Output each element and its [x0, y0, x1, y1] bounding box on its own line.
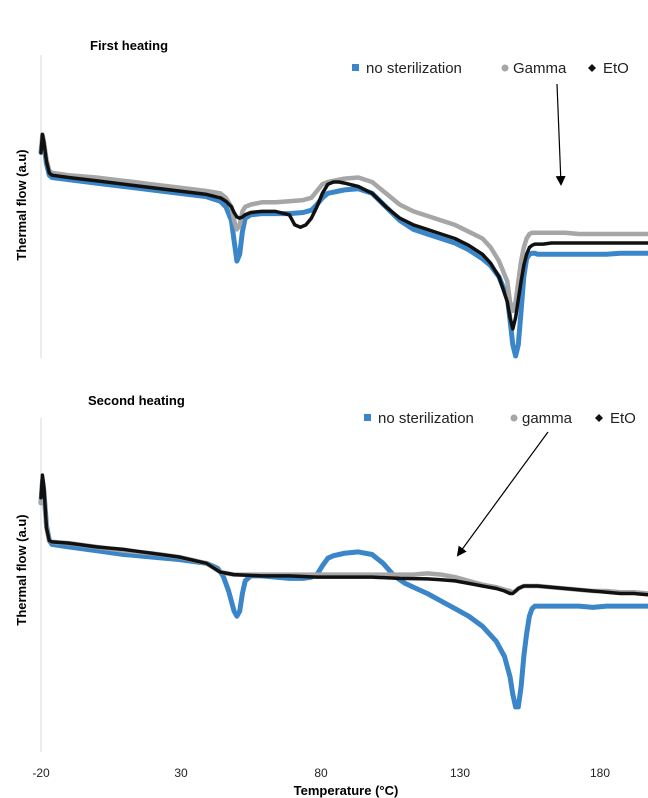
- first-heating-panel: First heating Thermal flow (a.u) no ster…: [14, 38, 648, 359]
- legend-label-gamma: Gamma: [513, 60, 567, 77]
- x-axis-label: Temperature (°C): [294, 783, 399, 798]
- legend-marker-no-sterilization-2: [364, 414, 371, 421]
- first-heating-legend: no sterilization Gamma EtO: [352, 60, 629, 77]
- second-heating-panel: Second heating Thermal flow (a.u) no ste…: [14, 393, 648, 798]
- x-tick-label: 130: [450, 766, 470, 780]
- legend-marker-gamma-2: [510, 414, 518, 422]
- x-tick-label: 180: [590, 766, 610, 780]
- second-heating-annotation-arrow: [456, 431, 549, 557]
- second-heating-legend: no sterilization gamma EtO: [364, 410, 636, 427]
- legend-marker-no-sterilization: [352, 64, 359, 71]
- legend-label-eto: EtO: [603, 60, 629, 77]
- first-heating-plot-area: [38, 132, 648, 359]
- legend-label-eto-2: EtO: [610, 410, 636, 427]
- series-line-no-sterilization: [38, 136, 648, 359]
- x-axis-ticks: -20 30 80 130 180: [32, 766, 610, 780]
- second-heating-title: Second heating: [88, 393, 185, 408]
- x-tick-label: 30: [174, 766, 188, 780]
- series-line-gamma: [38, 132, 648, 314]
- first-heating-title: First heating: [90, 38, 168, 53]
- legend-marker-eto-2: [595, 414, 603, 422]
- legend-marker-gamma: [501, 64, 509, 72]
- x-tick-label: 80: [314, 766, 328, 780]
- legend-marker-eto: [588, 64, 596, 72]
- first-heating-y-axis-label: Thermal flow (a.u): [14, 149, 29, 260]
- legend-label-no-sterilization: no sterilization: [366, 60, 462, 77]
- legend-label-no-sterilization-2: no sterilization: [378, 410, 474, 427]
- series-line-no-sterilization: [38, 480, 648, 710]
- second-heating-plot-area: [38, 473, 648, 710]
- second-heating-y-axis-label: Thermal flow (a.u): [14, 514, 29, 625]
- first-heating-annotation-arrow: [555, 83, 566, 186]
- x-tick-label: -20: [32, 766, 50, 780]
- legend-label-gamma-2: gamma: [522, 410, 573, 427]
- series-line-eto: [39, 473, 648, 597]
- series-line-eto: [39, 132, 648, 331]
